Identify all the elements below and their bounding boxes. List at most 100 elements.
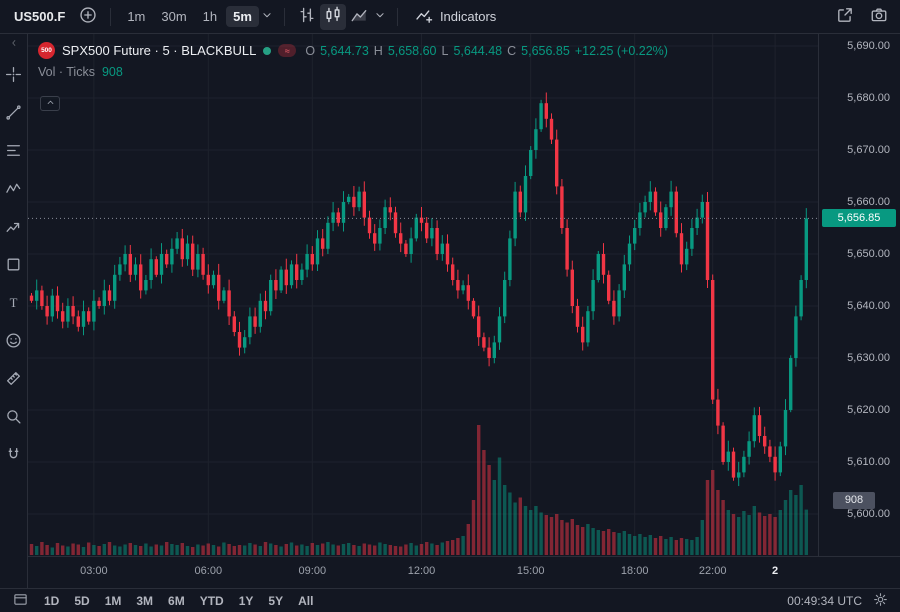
price-axis-label: 5,610.00: [847, 456, 890, 468]
zoom-icon: [5, 408, 22, 428]
range-1M-button[interactable]: 1M: [104, 593, 122, 608]
camera-icon: [870, 6, 888, 27]
emoji-icon: [5, 332, 22, 352]
drawing-toolbar: T: [0, 34, 28, 588]
crosshair-icon: [5, 66, 22, 86]
external-link-icon: [836, 6, 854, 27]
measure-tool[interactable]: [2, 368, 26, 392]
change-value: +12.25 (+0.22%): [574, 43, 668, 58]
volume-label: Vol · Ticks: [38, 65, 95, 79]
time-axis-label: 2: [772, 565, 779, 577]
interval-1m-button[interactable]: 1m: [127, 9, 146, 24]
chart-style-menu-button[interactable]: [372, 4, 388, 30]
toolbar-divider: [283, 7, 285, 26]
text-icon: T: [5, 294, 22, 314]
measure-icon: [5, 370, 22, 390]
indicators-label: Indicators: [439, 9, 497, 24]
forecast-tool[interactable]: [2, 216, 26, 240]
top-toolbar: US500.F 1m 30m 1h 5m Indicators: [0, 0, 900, 34]
price-axis-label: 5,660.00: [847, 196, 890, 208]
time-axis[interactable]: 03:00 06:00 09:00 12:00 15:00 18:00 22:00 2: [0, 556, 900, 588]
compare-add-button[interactable]: [75, 4, 101, 30]
time-axis-label: 09:00: [298, 565, 327, 577]
bottom-panel-button[interactable]: [10, 591, 30, 611]
high-value: 5,658.60: [387, 43, 437, 58]
pattern-tool[interactable]: [2, 178, 26, 202]
data-mode-icon[interactable]: ≈: [278, 44, 297, 57]
time-axis-label: 03:00: [80, 565, 108, 577]
area-chart-icon: [350, 6, 368, 27]
toolbar-right-group: [832, 4, 892, 30]
volume-legend: Vol · Ticks 908: [38, 65, 123, 79]
legend-title[interactable]: SPX500 Future · 5 · BLACKBULL: [62, 43, 257, 58]
close-label: C: [507, 43, 517, 58]
magnet-icon: [5, 446, 22, 466]
time-axis-label: 15:00: [516, 565, 545, 577]
price-axis-label: 5,640.00: [847, 300, 890, 312]
low-label: L: [441, 43, 449, 58]
indicators-button[interactable]: Indicators: [407, 2, 504, 31]
chart-legend: 500 SPX500 Future · 5 · BLACKBULL ≈ O 5,6…: [38, 42, 668, 59]
candlestick-chart[interactable]: [28, 34, 818, 556]
range-All-button[interactable]: All: [298, 593, 314, 608]
time-axis-label: 06:00: [194, 565, 223, 577]
forecast-icon: [5, 218, 22, 238]
chart-settings-button[interactable]: [870, 591, 890, 611]
fib-retracement-icon: [5, 142, 22, 162]
chart-style-candles-button[interactable]: [319, 3, 346, 30]
bar-type-button[interactable]: [294, 4, 320, 30]
price-axis-label: 5,670.00: [847, 144, 890, 156]
zoom-tool[interactable]: [2, 406, 26, 430]
snapshot-button[interactable]: [866, 4, 892, 30]
chevron-up-icon: [45, 96, 56, 111]
legend-collapse-button[interactable]: [40, 96, 60, 111]
emoji-tool[interactable]: [2, 330, 26, 354]
time-axis-label: 12:00: [407, 565, 436, 577]
ohlc-values: O 5,644.73 H 5,658.60 L 5,644.48 C 5,656.85 …: [305, 44, 668, 58]
close-value: 5,656.85: [521, 43, 570, 58]
range-6M-button[interactable]: 6M: [168, 593, 185, 608]
toolbar-divider: [110, 7, 112, 26]
chevron-left-icon: [9, 36, 19, 51]
price-axis-label: 5,680.00: [847, 92, 890, 104]
toolbar-divider: [396, 7, 398, 26]
open-label: O: [305, 43, 316, 58]
price-axis[interactable]: 5,690.00 5,680.00 5,670.00 5,660.00 5,650.00…: [818, 34, 900, 556]
interval-5m-button[interactable]: 5m: [226, 6, 259, 27]
symbol-search-button[interactable]: US500.F: [14, 9, 66, 24]
interval-group: 1m 30m 1h 5m: [120, 6, 259, 27]
trend-line-tool[interactable]: [2, 102, 26, 126]
range-1D-button[interactable]: 1D: [44, 593, 60, 608]
range-3M-button[interactable]: 3M: [136, 593, 154, 608]
price-axis-label: 5,630.00: [847, 352, 890, 364]
magnet-tool[interactable]: [2, 444, 26, 468]
bottom-toolbar: 1D 5D 1M 3M 6M YTD 1Y 5Y All 00:49:34 UTC: [0, 588, 900, 612]
chart-style-area-button[interactable]: [346, 4, 372, 30]
market-status-icon[interactable]: [263, 46, 272, 55]
panel-icon: [13, 592, 28, 610]
shapes-tool[interactable]: [2, 254, 26, 278]
range-5Y-button[interactable]: 5Y: [268, 593, 284, 608]
chevron-down-icon: [373, 8, 387, 25]
sidebar-collapse-handle[interactable]: [0, 36, 27, 50]
open-external-button[interactable]: [832, 4, 858, 30]
price-axis-label: 5,600.00: [847, 508, 890, 520]
date-range-group: 1D 5D 1M 3M 6M YTD 1Y 5Y All: [38, 593, 322, 609]
price-axis-label: 5,690.00: [847, 40, 890, 52]
range-YTD-button[interactable]: YTD: [199, 593, 224, 608]
text-tool[interactable]: T: [2, 292, 26, 316]
clock-utc[interactable]: 00:49:34 UTC: [787, 593, 862, 608]
candles-icon: [324, 6, 342, 27]
volume-badge: 908: [833, 491, 875, 509]
interval-menu-button[interactable]: [259, 4, 275, 30]
low-value: 5,644.48: [453, 43, 503, 58]
svg-text:T: T: [10, 296, 18, 310]
interval-30m-button[interactable]: 30m: [161, 9, 187, 24]
interval-1h-button[interactable]: 1h: [202, 9, 218, 24]
fib-retracement-tool[interactable]: [2, 140, 26, 164]
range-5D-button[interactable]: 5D: [74, 593, 90, 608]
crosshair-tool[interactable]: [2, 64, 26, 88]
range-1Y-button[interactable]: 1Y: [238, 593, 254, 608]
gear-icon: [873, 592, 888, 610]
chart-canvas[interactable]: 500 SPX500 Future · 5 · BLACKBULL ≈ O 5,6…: [28, 34, 818, 556]
